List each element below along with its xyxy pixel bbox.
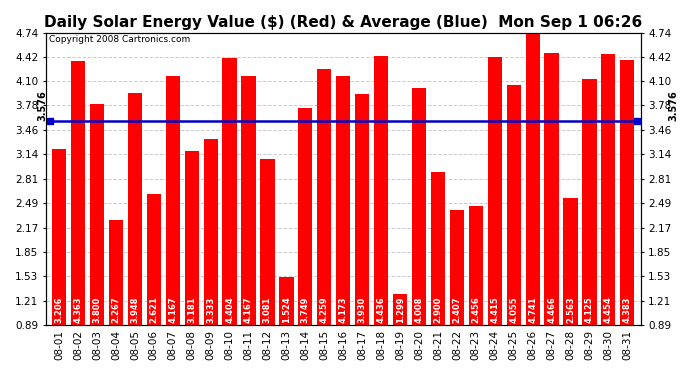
Text: 2.563: 2.563 <box>566 297 575 324</box>
Bar <box>185 151 199 325</box>
Bar <box>336 76 351 325</box>
Text: 3.749: 3.749 <box>301 297 310 324</box>
Text: 4.167: 4.167 <box>244 297 253 324</box>
Bar <box>601 54 615 325</box>
Bar <box>544 53 559 325</box>
Bar <box>147 194 161 325</box>
Text: 4.454: 4.454 <box>604 297 613 324</box>
Text: 3.930: 3.930 <box>357 297 366 324</box>
Bar <box>374 56 388 325</box>
Text: Copyright 2008 Cartronics.com: Copyright 2008 Cartronics.com <box>49 36 190 45</box>
Bar <box>488 57 502 325</box>
Bar <box>431 172 445 325</box>
Bar <box>204 140 218 325</box>
Text: 4.415: 4.415 <box>491 297 500 324</box>
Bar <box>526 33 540 325</box>
Bar <box>469 206 483 325</box>
Bar <box>355 94 369 325</box>
Text: 4.741: 4.741 <box>528 297 537 324</box>
Text: 1.524: 1.524 <box>282 297 291 324</box>
Bar <box>412 88 426 325</box>
Bar <box>506 85 521 325</box>
Text: 3.206: 3.206 <box>55 297 63 324</box>
Text: 3.800: 3.800 <box>92 297 101 324</box>
Bar <box>450 210 464 325</box>
Bar <box>564 198 578 325</box>
Text: 4.363: 4.363 <box>74 297 83 324</box>
Bar <box>582 79 597 325</box>
Text: 4.125: 4.125 <box>585 297 594 324</box>
Bar <box>71 61 85 325</box>
Text: 3.333: 3.333 <box>206 297 215 324</box>
Text: 2.407: 2.407 <box>453 297 462 324</box>
Text: 3.576: 3.576 <box>37 90 47 121</box>
Bar <box>393 294 407 325</box>
Text: 2.621: 2.621 <box>149 297 158 324</box>
Text: 3.081: 3.081 <box>263 297 272 324</box>
Text: 3.948: 3.948 <box>130 297 139 324</box>
Text: 2.267: 2.267 <box>112 297 121 324</box>
Text: 4.436: 4.436 <box>377 297 386 324</box>
Bar <box>166 76 180 325</box>
Bar <box>90 104 104 325</box>
Text: 3.576: 3.576 <box>669 90 678 121</box>
Bar <box>260 159 275 325</box>
Text: 1.299: 1.299 <box>395 297 404 324</box>
Text: 4.383: 4.383 <box>623 297 632 324</box>
Bar <box>241 76 255 325</box>
Bar <box>128 93 142 325</box>
Text: 4.055: 4.055 <box>509 297 518 324</box>
Bar <box>298 108 313 325</box>
Bar <box>222 58 237 325</box>
Text: 4.173: 4.173 <box>339 297 348 324</box>
Text: 3.181: 3.181 <box>187 297 196 324</box>
Text: 4.167: 4.167 <box>168 297 177 324</box>
Text: 4.008: 4.008 <box>415 297 424 324</box>
Bar <box>317 69 331 325</box>
Title: Daily Solar Energy Value ($) (Red) & Average (Blue)  Mon Sep 1 06:26: Daily Solar Energy Value ($) (Red) & Ave… <box>44 15 642 30</box>
Text: 2.456: 2.456 <box>471 297 480 324</box>
Bar <box>620 60 634 325</box>
Text: 4.466: 4.466 <box>547 297 556 324</box>
Text: 2.900: 2.900 <box>433 297 442 324</box>
Text: 4.259: 4.259 <box>319 297 329 324</box>
Text: 4.404: 4.404 <box>225 297 234 324</box>
Bar <box>279 277 293 325</box>
Bar <box>52 149 66 325</box>
Bar <box>109 220 123 325</box>
